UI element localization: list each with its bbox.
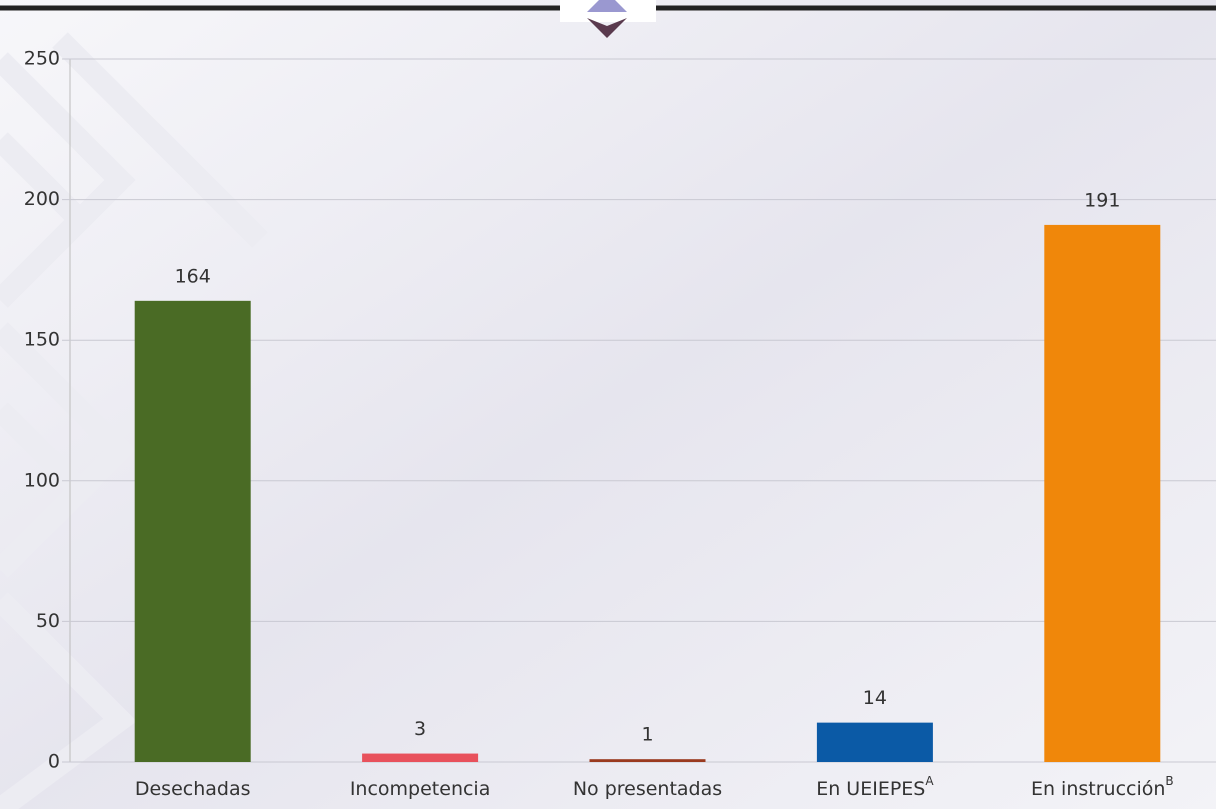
category-note: A <box>925 774 934 788</box>
emblem <box>587 18 627 38</box>
x-tick-label: En UEIEPESA <box>816 774 934 800</box>
x-tick-label: No presentadas <box>573 778 722 800</box>
value-label: 1 <box>641 724 653 746</box>
bar <box>1044 224 1161 762</box>
bar <box>816 722 933 762</box>
category-name: En instrucción <box>1031 778 1165 800</box>
value-label: 191 <box>1084 189 1120 211</box>
category-note: B <box>1165 774 1173 788</box>
bar <box>362 753 479 762</box>
y-tick-label: 100 <box>24 469 60 491</box>
x-tick-label: Incompetencia <box>350 778 491 800</box>
value-label: 164 <box>175 265 211 287</box>
x-tick-label: Desechadas <box>135 778 251 800</box>
y-tick-label: 50 <box>36 610 60 632</box>
bar <box>589 759 706 762</box>
category-name: En UEIEPES <box>816 778 925 800</box>
x-tick-label: En instrucciónB <box>1031 774 1174 800</box>
category-name: No presentadas <box>573 778 722 800</box>
y-tick-label: 250 <box>24 48 60 70</box>
category-name: Desechadas <box>135 778 251 800</box>
pattern <box>0 32 268 809</box>
value-label: 14 <box>863 687 887 709</box>
emblem <box>587 0 627 12</box>
value-label: 3 <box>414 718 426 740</box>
y-tick-label: 0 <box>48 751 60 773</box>
category-name: Incompetencia <box>350 778 491 800</box>
bar <box>134 300 251 762</box>
y-tick-label: 150 <box>24 329 60 351</box>
y-tick-label: 200 <box>24 188 60 210</box>
